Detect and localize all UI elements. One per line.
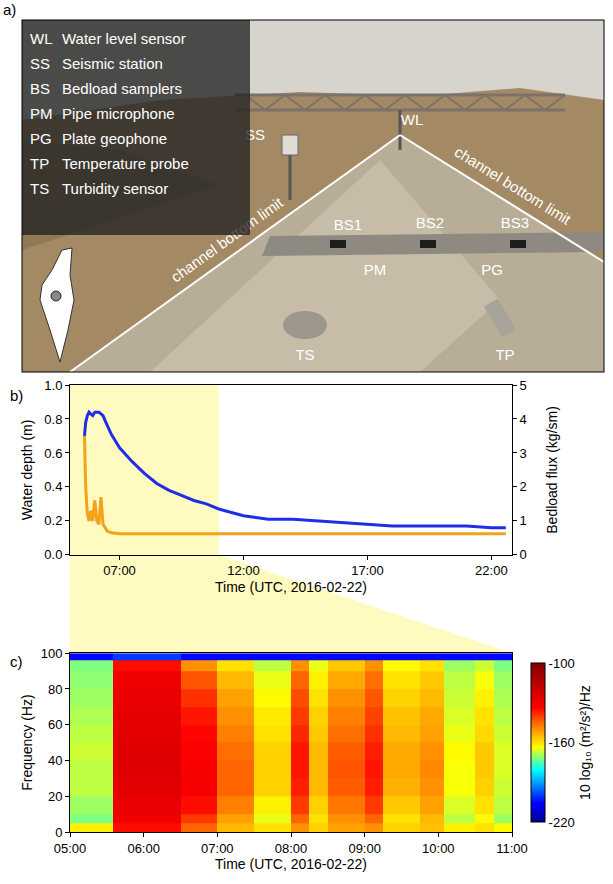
svg-text:10:00: 10:00 — [422, 841, 455, 856]
svg-text:06:00: 06:00 — [127, 841, 160, 856]
svg-text:TS: TS — [30, 180, 49, 197]
svg-text:0.2: 0.2 — [44, 513, 62, 528]
svg-text:Water depth (m): Water depth (m) — [19, 420, 35, 521]
svg-text:PG: PG — [481, 261, 503, 278]
svg-text:11:00: 11:00 — [496, 841, 528, 856]
svg-text:12:00: 12:00 — [227, 563, 260, 578]
svg-text:20: 20 — [48, 789, 62, 804]
svg-text:0.0: 0.0 — [44, 547, 62, 562]
svg-text:22:00: 22:00 — [475, 563, 508, 578]
svg-text:17:00: 17:00 — [351, 563, 384, 578]
svg-text:0: 0 — [520, 547, 527, 562]
svg-text:Time (UTC, 2016-02-22): Time (UTC, 2016-02-22) — [215, 579, 367, 595]
svg-text:07:00: 07:00 — [103, 563, 136, 578]
svg-text:Plate geophone: Plate geophone — [62, 130, 167, 147]
svg-text:-160: -160 — [549, 735, 575, 750]
svg-text:BS: BS — [30, 80, 50, 97]
svg-text:c): c) — [10, 653, 23, 670]
svg-text:Pipe microphone: Pipe microphone — [62, 105, 175, 122]
svg-text:10 log₁₀ (m²/s²)/Hz: 10 log₁₀ (m²/s²)/Hz — [577, 685, 593, 800]
svg-text:PM: PM — [30, 105, 53, 122]
svg-text:PM: PM — [364, 261, 387, 278]
svg-text:Turbidity sensor: Turbidity sensor — [62, 180, 168, 197]
svg-text:BS3: BS3 — [501, 214, 529, 231]
svg-text:WL: WL — [401, 111, 424, 128]
svg-text:TP: TP — [495, 346, 514, 363]
svg-text:Frequency (Hz): Frequency (Hz) — [19, 694, 35, 790]
svg-text:0.8: 0.8 — [44, 412, 62, 427]
svg-text:0.6: 0.6 — [44, 445, 62, 460]
svg-text:09:00: 09:00 — [348, 841, 381, 856]
svg-text:PG: PG — [30, 130, 52, 147]
svg-text:0.4: 0.4 — [44, 479, 62, 494]
svg-text:Seismic station: Seismic station — [62, 55, 163, 72]
svg-text:b): b) — [10, 387, 23, 404]
svg-text:BS2: BS2 — [416, 214, 444, 231]
svg-text:channel bottom limit: channel bottom limit — [167, 193, 286, 286]
svg-text:Bedload flux (kg/sm): Bedload flux (kg/sm) — [544, 406, 560, 534]
svg-text:-100: -100 — [549, 656, 575, 671]
svg-text:1: 1 — [520, 513, 527, 528]
svg-text:40: 40 — [48, 753, 62, 768]
svg-text:80: 80 — [48, 682, 62, 697]
svg-text:1.0: 1.0 — [44, 378, 62, 393]
svg-text:TP: TP — [30, 155, 49, 172]
svg-text:-220: -220 — [549, 815, 575, 830]
svg-text:channel bottom limit: channel bottom limit — [451, 142, 574, 228]
svg-text:4: 4 — [520, 412, 527, 427]
svg-text:3: 3 — [520, 445, 527, 460]
svg-text:05:00: 05:00 — [54, 841, 87, 856]
svg-text:60: 60 — [48, 717, 62, 732]
svg-text:5: 5 — [520, 378, 527, 393]
svg-text:07:00: 07:00 — [201, 841, 234, 856]
svg-text:SS: SS — [245, 126, 265, 143]
svg-text:SS: SS — [30, 55, 50, 72]
svg-text:a): a) — [3, 1, 16, 18]
svg-text:0: 0 — [55, 825, 62, 840]
svg-text:TS: TS — [295, 346, 314, 363]
svg-text:Temperature probe: Temperature probe — [62, 155, 189, 172]
svg-text:08:00: 08:00 — [275, 841, 308, 856]
svg-text:WL: WL — [30, 30, 53, 47]
svg-text:Bedload samplers: Bedload samplers — [62, 80, 182, 97]
svg-text:100: 100 — [41, 646, 63, 661]
svg-text:2: 2 — [520, 479, 527, 494]
svg-text:BS1: BS1 — [334, 216, 362, 233]
svg-text:Water level sensor: Water level sensor — [62, 30, 186, 47]
svg-text:Time (UTC, 2016-02-22): Time (UTC, 2016-02-22) — [215, 856, 367, 872]
